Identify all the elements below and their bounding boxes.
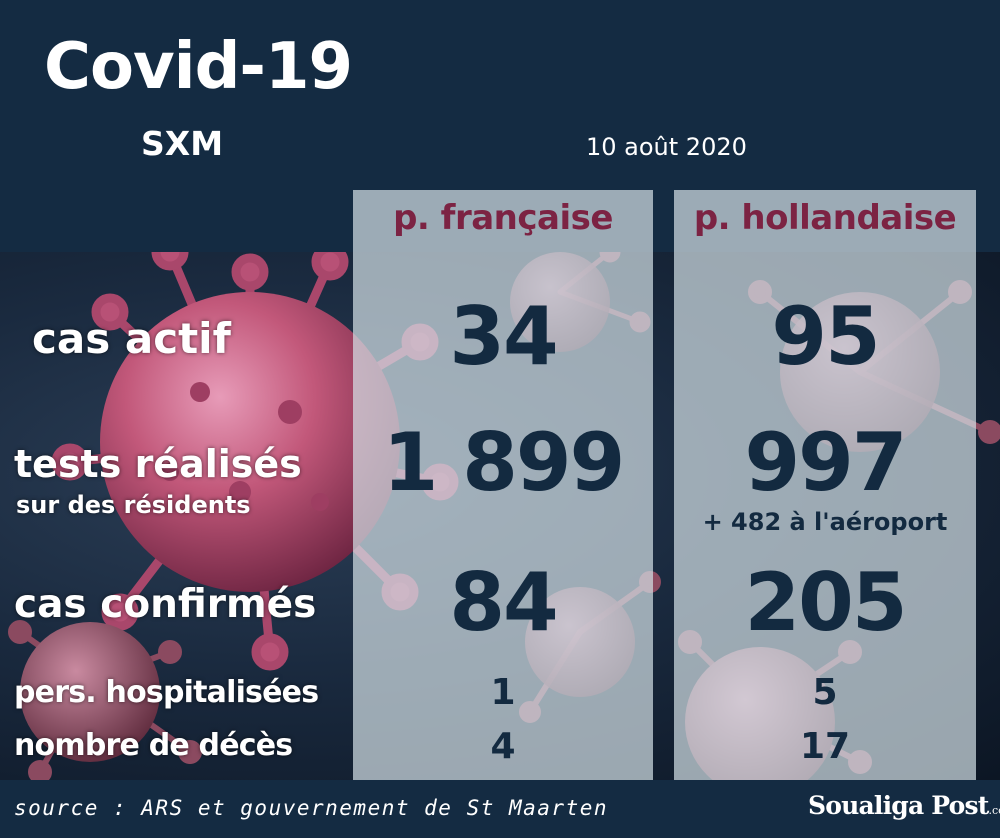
nl-hospitalises-value: 5 bbox=[812, 672, 838, 713]
row-label-tests: tests réalisés bbox=[14, 442, 302, 486]
fr-deces-value: 4 bbox=[490, 726, 516, 767]
column-header-french: p. française bbox=[393, 198, 613, 238]
fr-cas-actif-value: 34 bbox=[449, 290, 558, 383]
brand-logo: Soualiga Post.com bbox=[808, 791, 1000, 820]
fr-confirmes-value: 84 bbox=[449, 556, 558, 649]
fr-hospitalises-value: 1 bbox=[490, 672, 516, 713]
row-label-confirmes: cas confirmés bbox=[14, 582, 317, 627]
nl-tests-value: 997 bbox=[744, 416, 908, 509]
nl-deces-value: 17 bbox=[799, 726, 851, 767]
report-date: 10 août 2020 bbox=[586, 133, 747, 161]
brand-domain: .com bbox=[988, 804, 1000, 817]
fr-tests-value: 1 899 bbox=[382, 416, 626, 509]
row-label-deces: nombre de décès bbox=[14, 728, 293, 763]
column-header-dutch: p. hollandaise bbox=[693, 198, 957, 238]
page-title: Covid-19 bbox=[44, 30, 353, 104]
row-label-cas-actif: cas actif bbox=[32, 314, 231, 363]
row-sublabel-tests: sur des résidents bbox=[16, 491, 251, 519]
column-french-part: p. française 34 1 899 84 1 4 bbox=[353, 190, 653, 780]
region-subtitle: SXM bbox=[141, 124, 224, 163]
nl-cas-actif-value: 95 bbox=[771, 290, 880, 383]
row-label-hospitalises: pers. hospitalisées bbox=[14, 675, 319, 710]
brand-name: Soualiga Post bbox=[808, 791, 989, 820]
nl-confirmes-value: 205 bbox=[744, 556, 908, 649]
source-note: source : ARS et gouvernement de St Maart… bbox=[14, 796, 609, 820]
nl-tests-note: + 482 à l'aéroport bbox=[702, 508, 948, 536]
footer-band bbox=[0, 780, 1000, 838]
column-dutch-part: p. hollandaise 95 997 + 482 à l'aéroport… bbox=[674, 190, 976, 780]
